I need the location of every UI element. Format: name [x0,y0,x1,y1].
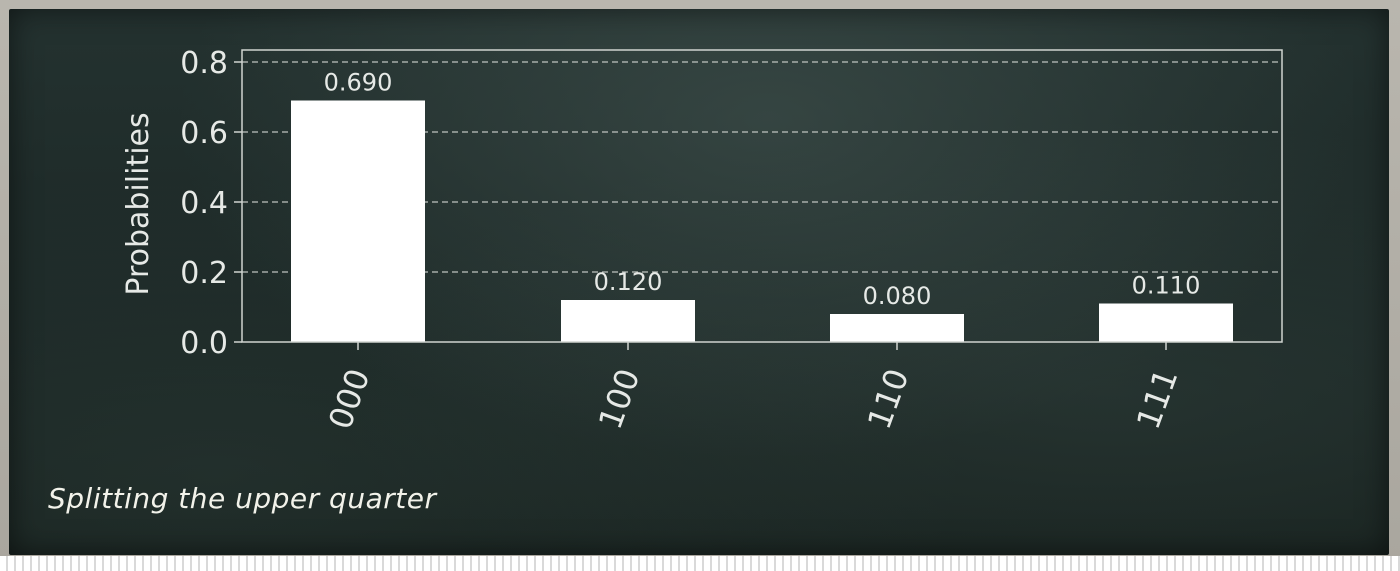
y-tick-label: 0.8 [180,46,228,81]
y-tick-label: 0.0 [180,326,228,361]
bar-111 [1099,304,1233,343]
x-tick-label-110: 110 [860,364,917,434]
data-label-100: 0.120 [594,268,663,296]
data-label-110: 0.080 [863,282,932,310]
y-tick-label: 0.2 [180,256,228,291]
chalk-caption: Splitting the upper quarter [48,482,436,515]
data-label-000: 0.690 [324,69,393,97]
bar-000 [291,101,425,343]
bar-110 [830,314,964,342]
y-tick-label: 0.6 [180,116,228,151]
x-tick-label-100: 100 [591,364,648,434]
y-axis-title: Probabilities [121,112,156,295]
bar-100 [561,300,695,342]
data-label-111: 0.110 [1132,272,1201,300]
bottom-edge-strip [0,556,1400,571]
x-tick-label-111: 111 [1129,364,1186,434]
y-tick-label: 0.4 [180,186,228,221]
x-tick-label-000: 000 [321,364,378,434]
